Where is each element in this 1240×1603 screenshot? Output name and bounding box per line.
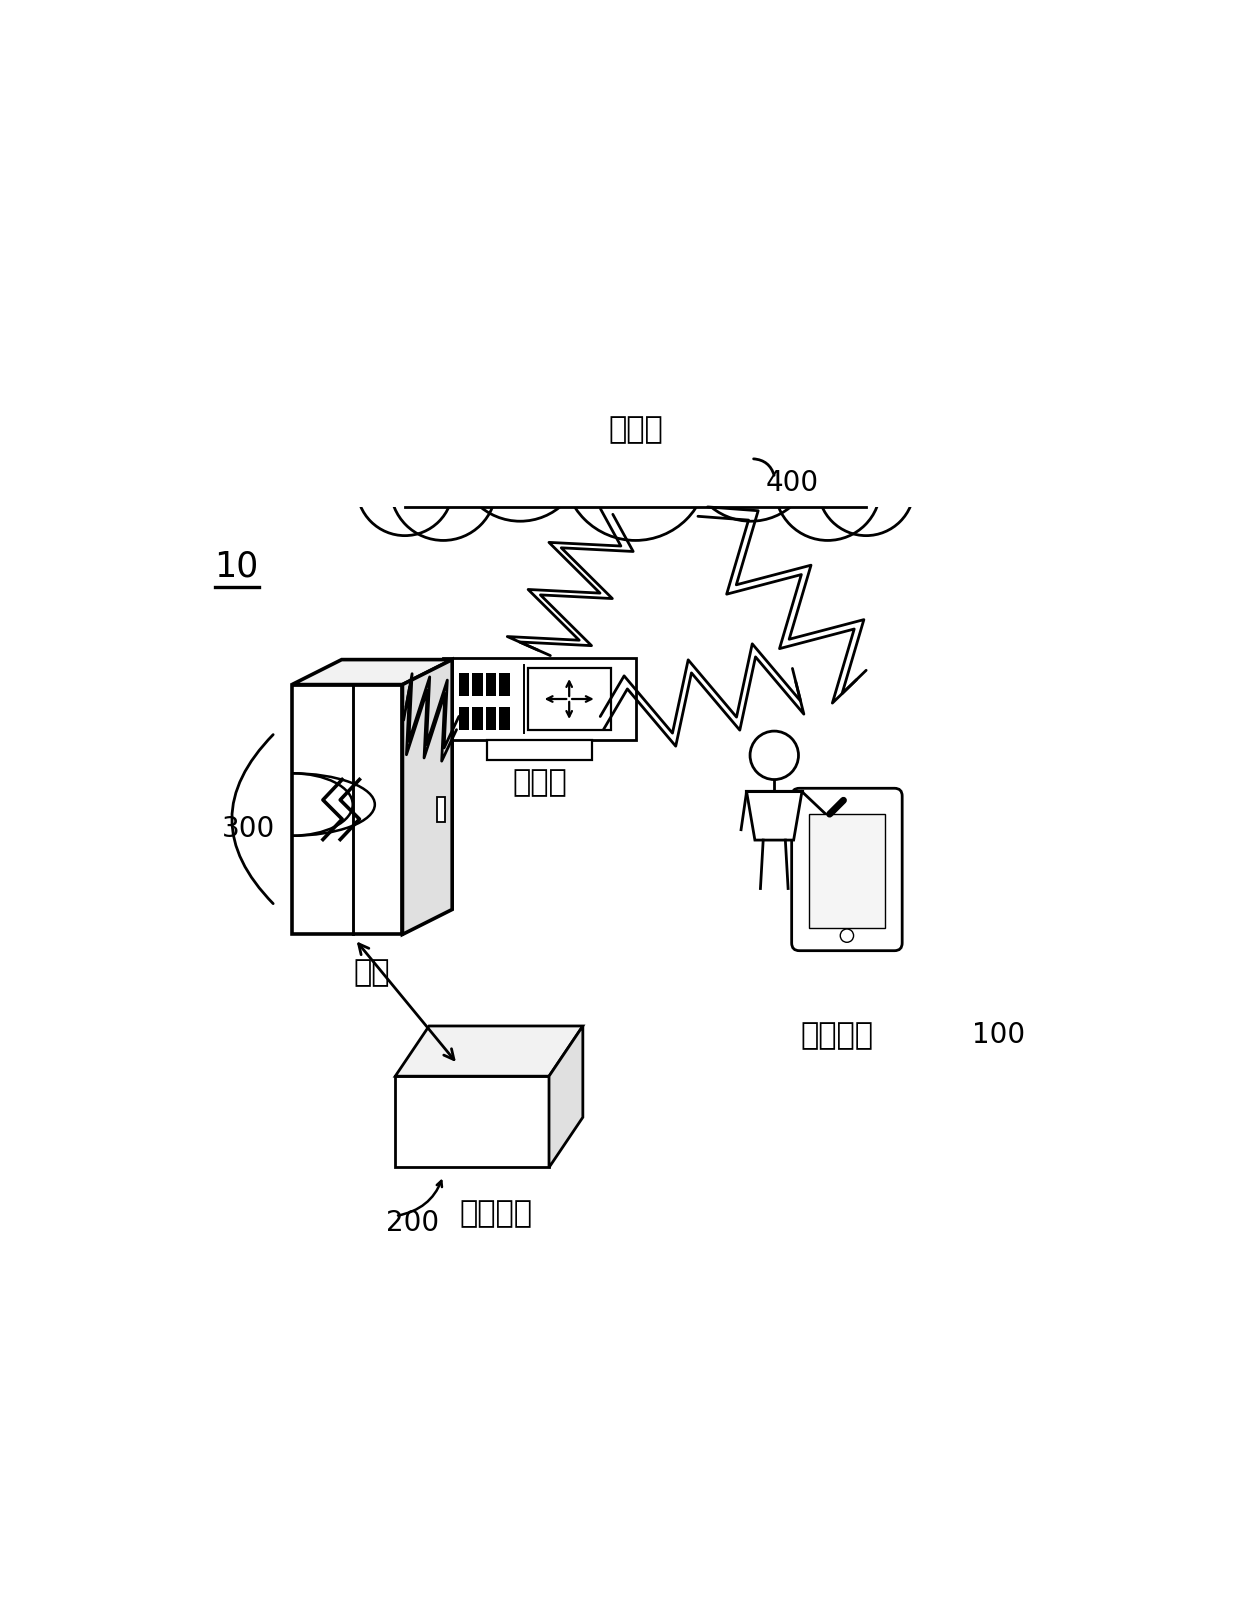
Text: 智能设备: 智能设备 bbox=[460, 1199, 533, 1228]
Bar bbox=[459, 673, 469, 696]
Bar bbox=[486, 741, 593, 760]
Circle shape bbox=[458, 396, 583, 521]
FancyBboxPatch shape bbox=[791, 789, 903, 951]
Text: 路由器: 路由器 bbox=[512, 768, 567, 797]
Circle shape bbox=[391, 434, 496, 540]
Text: 移动终端: 移动终端 bbox=[801, 1021, 874, 1050]
Polygon shape bbox=[403, 659, 453, 935]
Bar bbox=[498, 673, 510, 696]
Bar bbox=[486, 707, 496, 729]
Bar bbox=[444, 659, 635, 741]
Circle shape bbox=[357, 439, 453, 535]
Bar bbox=[528, 668, 610, 729]
Bar bbox=[291, 684, 403, 935]
Polygon shape bbox=[396, 1026, 583, 1076]
Text: 服务器: 服务器 bbox=[608, 415, 663, 444]
Circle shape bbox=[477, 309, 621, 454]
Bar bbox=[459, 707, 469, 729]
Circle shape bbox=[727, 367, 852, 492]
Text: 200: 200 bbox=[386, 1209, 439, 1238]
Circle shape bbox=[511, 333, 665, 487]
Bar bbox=[438, 797, 445, 822]
Text: 10: 10 bbox=[215, 550, 259, 583]
Bar bbox=[498, 707, 510, 729]
Circle shape bbox=[775, 434, 880, 540]
Polygon shape bbox=[291, 659, 453, 684]
Bar bbox=[396, 1076, 549, 1167]
Bar bbox=[472, 707, 482, 729]
Circle shape bbox=[544, 261, 727, 444]
Text: 100: 100 bbox=[972, 1021, 1025, 1048]
Text: 400: 400 bbox=[765, 468, 818, 497]
Circle shape bbox=[419, 367, 544, 492]
Bar bbox=[472, 673, 482, 696]
Bar bbox=[367, 324, 905, 497]
Circle shape bbox=[650, 309, 794, 454]
Circle shape bbox=[750, 731, 799, 779]
Polygon shape bbox=[549, 1026, 583, 1167]
Circle shape bbox=[841, 930, 853, 943]
Text: 300: 300 bbox=[222, 814, 275, 843]
Bar bbox=[486, 673, 496, 696]
Bar bbox=[808, 814, 885, 928]
Circle shape bbox=[818, 439, 914, 535]
Bar bbox=[347, 410, 924, 507]
Polygon shape bbox=[746, 792, 802, 840]
Circle shape bbox=[563, 396, 708, 540]
Text: 网关: 网关 bbox=[353, 959, 389, 987]
Circle shape bbox=[606, 333, 760, 487]
Circle shape bbox=[688, 396, 813, 521]
